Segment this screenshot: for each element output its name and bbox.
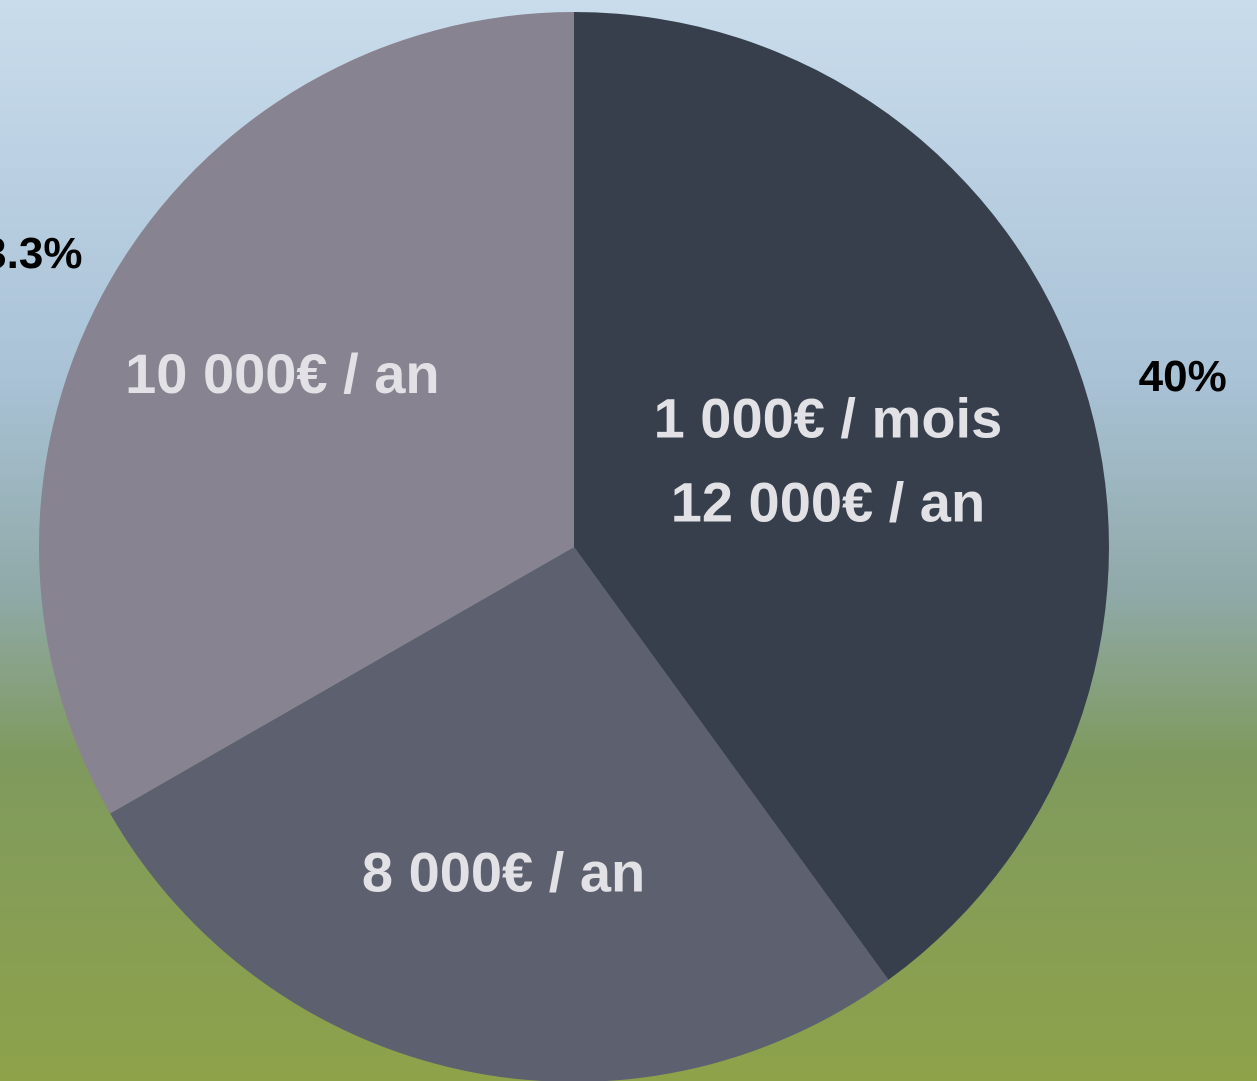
slice-label: 1 000€ / mois [654, 386, 1003, 449]
percent-label: 33.3% [0, 229, 82, 278]
slice-label: 12 000€ / an [671, 470, 985, 533]
chart: 1 000€ / mois 12 000€ / an 40% 8 000€ / an 1… [0, 0, 1257, 1081]
slice-label: 10 000€ / an [125, 342, 439, 405]
percent-label: 40% [1139, 352, 1227, 401]
slice-label: 8 000€ / an [362, 840, 645, 903]
